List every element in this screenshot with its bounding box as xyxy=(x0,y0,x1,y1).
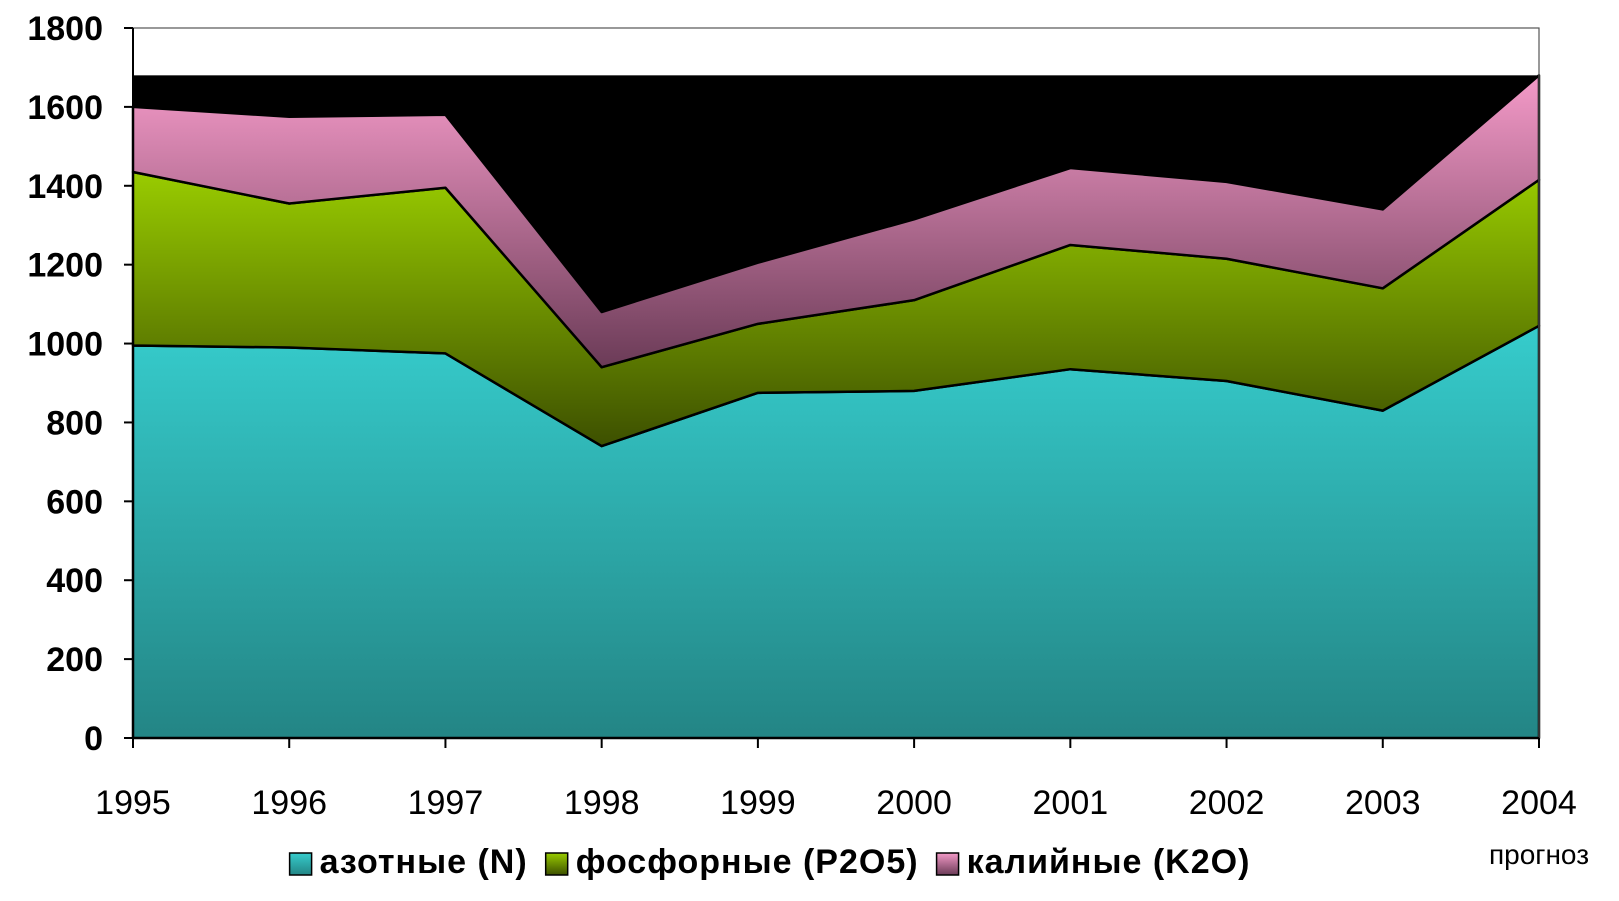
y-tick-label: 1400 xyxy=(27,168,103,206)
legend-swatch-1 xyxy=(288,852,313,876)
x-tick-label: 1997 xyxy=(408,784,484,822)
y-tick-label: 800 xyxy=(46,404,103,442)
x-tick-label: 1998 xyxy=(564,784,640,822)
y-tick-label: 0 xyxy=(84,720,103,758)
y-tick-label: 600 xyxy=(46,483,103,521)
legend-items: азотные (N) фосфорные (P2O5) калийные (K2O… xyxy=(288,843,1251,881)
annotation-forecast: прогноз xyxy=(1489,839,1589,870)
legend-label-3: калийные (K2O) xyxy=(967,843,1251,881)
tick-label-layer: 0 200 400 600 800 1000 1200 1400 1600 1800 1995 199… xyxy=(27,10,1589,870)
x-tick-label: 1999 xyxy=(720,784,796,822)
legend-label-2: фосфорные (P2O5) xyxy=(576,843,919,881)
y-tick-label: 400 xyxy=(46,562,103,600)
x-tick-label: 2002 xyxy=(1189,784,1265,822)
axis-layer xyxy=(124,27,1540,748)
legend: азотные (N) фосфорные (P2O5) калийные (K2O… xyxy=(288,843,1251,881)
x-tick-label: 2003 xyxy=(1345,784,1421,822)
y-tick-label: 200 xyxy=(46,641,103,679)
y-tick-label: 1600 xyxy=(27,89,103,127)
y-tick-label: 1200 xyxy=(27,247,103,285)
x-tick-label: 2000 xyxy=(876,784,952,822)
legend-label-1: азотные (N) xyxy=(320,843,528,881)
y-tick-label: 1000 xyxy=(27,326,103,364)
x-tick-label: 1996 xyxy=(251,784,327,822)
x-tick-label: 1995 xyxy=(95,784,171,822)
legend-swatch-3 xyxy=(935,852,960,876)
x-tick-label: 2004 xyxy=(1501,784,1577,822)
legend-swatch-2 xyxy=(544,852,569,876)
x-tick-label: 2001 xyxy=(1033,784,1109,822)
y-tick-label: 1800 xyxy=(27,10,103,48)
